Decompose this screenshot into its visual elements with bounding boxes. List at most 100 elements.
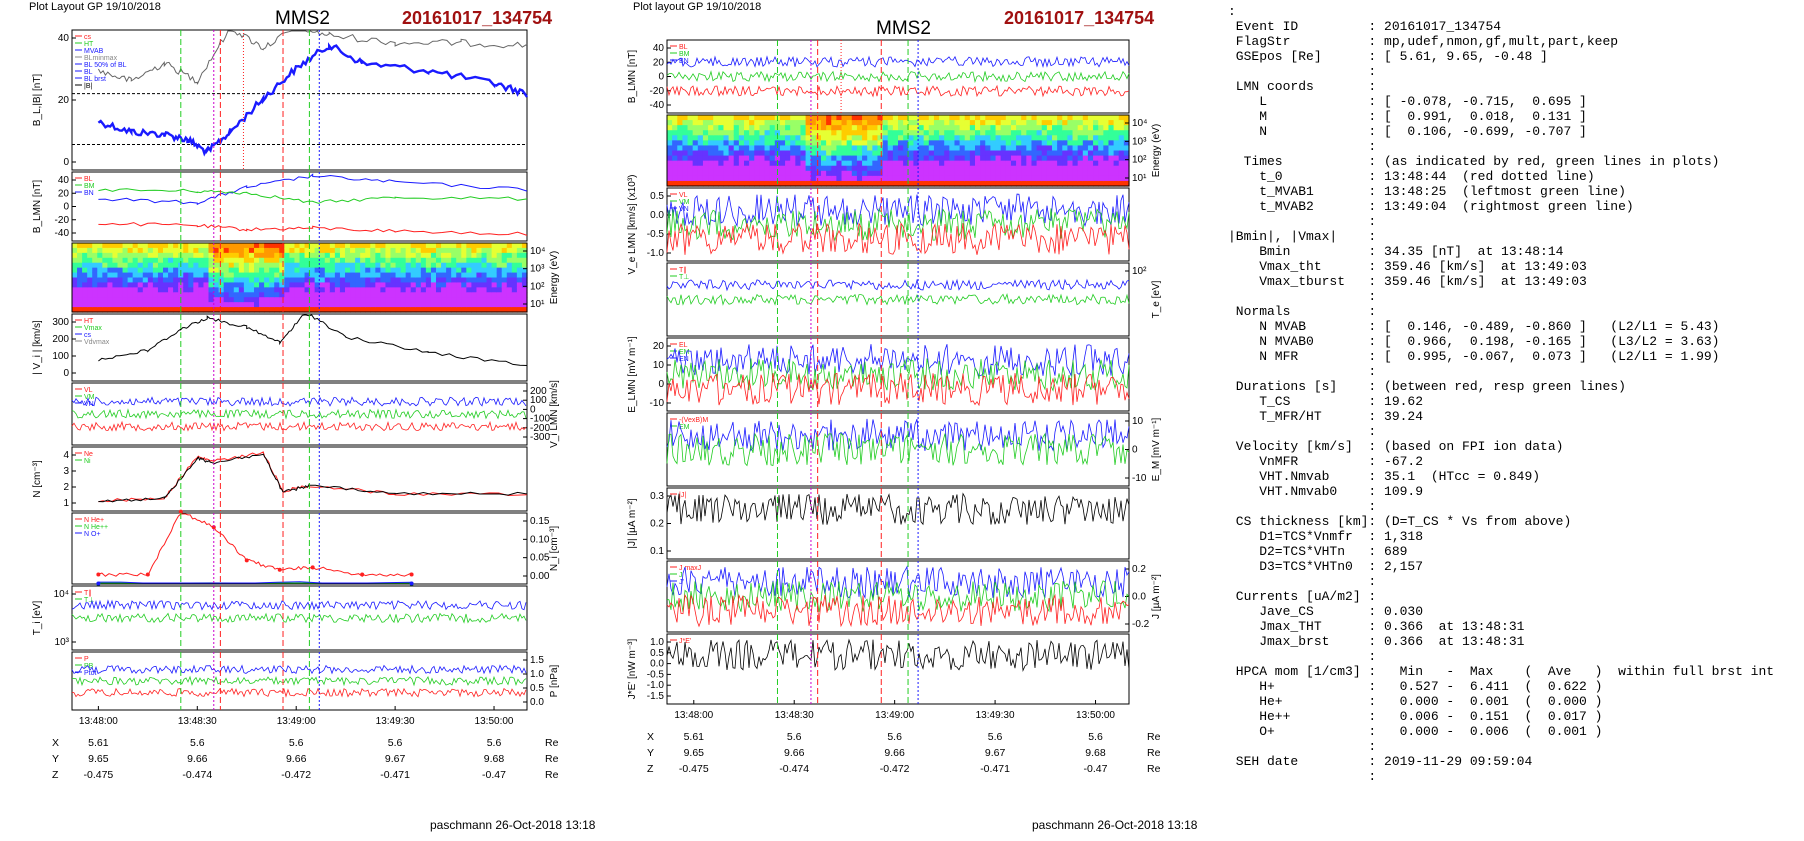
spectrogram-cell [687, 130, 694, 136]
spectrogram-cell [1057, 130, 1063, 136]
spectrogram-cell [1031, 165, 1038, 172]
spectrogram-cell [1108, 125, 1115, 131]
spectrogram-cell [759, 135, 766, 141]
spectrogram-cell [481, 287, 488, 293]
spectrogram-cell [420, 272, 427, 279]
spectrogram-cell [851, 125, 858, 131]
spectrogram-cell [188, 277, 194, 284]
spectrogram-cell [122, 257, 129, 264]
spectrogram-cell [329, 302, 336, 308]
spectrogram-cell [274, 252, 280, 259]
spectrogram-cell [1118, 165, 1125, 172]
spectrogram-cell [785, 160, 791, 167]
spectrogram-cell [198, 247, 205, 254]
spectrogram-cell [990, 140, 997, 147]
spectrogram-cell [117, 297, 124, 303]
spectrogram-cell [319, 257, 326, 264]
spectrogram-cell [728, 130, 735, 136]
spectrogram-cell [1062, 135, 1068, 141]
spectrogram-cell [1087, 135, 1094, 141]
spectrogram-cell [1010, 150, 1017, 157]
spectrogram-cell [677, 170, 683, 177]
spectrogram-cell [672, 180, 678, 187]
spectrogram-cell [420, 287, 427, 293]
spectrogram-cell [995, 150, 1002, 157]
spectrogram-cell [1052, 165, 1058, 172]
spectrogram-cell [193, 257, 199, 264]
spectrogram-cell [841, 140, 848, 147]
spectrogram-cell [446, 292, 452, 298]
spectrogram-cell [511, 272, 518, 279]
spectrogram-cell [898, 155, 904, 162]
spectrogram-cell [708, 165, 714, 172]
spectrogram-cell [964, 155, 971, 162]
spectrogram-cell [851, 180, 858, 187]
spectrogram-cell [964, 145, 971, 152]
spectrogram-cell [1016, 150, 1022, 157]
spectrogram-cell [769, 145, 776, 152]
spectrogram-cell [749, 145, 755, 152]
spectrogram-cell [385, 252, 392, 259]
spectrogram-cell [831, 135, 837, 141]
coord-value: 5.6 [487, 737, 502, 749]
spectrogram-cell [723, 155, 730, 162]
legend-entry: VL [679, 192, 688, 199]
spectrogram-cell [425, 292, 432, 298]
spectrogram-cell [299, 292, 306, 298]
spectrogram-cell [759, 150, 766, 157]
spectrogram-cell [1082, 165, 1089, 172]
spectrogram-cell [183, 302, 189, 308]
spectrogram-cell [163, 262, 169, 269]
spectrogram-cell [168, 247, 174, 254]
spectrogram-cell [1108, 135, 1115, 141]
spectrogram-cell [350, 297, 356, 303]
spectrogram-cell [872, 120, 879, 126]
spectrogram-cell [319, 272, 326, 279]
spectrogram-cell [441, 297, 447, 303]
spectrogram-cell [163, 297, 169, 303]
spectrogram-cell [1021, 175, 1027, 182]
spectrogram-cell [233, 243, 240, 249]
y-tick-label: -300 [530, 432, 550, 443]
series-line [666, 358, 1130, 392]
x-tick-label: 13:48:00 [79, 716, 118, 727]
spectrogram-cell [841, 165, 848, 172]
spectrogram-cell [77, 307, 83, 313]
spectrogram-cell [795, 155, 802, 162]
spectrogram-cell [491, 272, 498, 279]
spectrogram-cell [964, 135, 971, 141]
spectrogram-cell [501, 262, 508, 269]
spectrogram-cell [264, 302, 270, 308]
y-tick-label: 0.00 [530, 571, 550, 582]
spectrogram-cell [687, 135, 694, 141]
spectrogram-cell [944, 160, 950, 167]
spectrogram-cell [1108, 145, 1115, 152]
legend-entry: BL [84, 176, 93, 183]
spectrogram-cell [152, 267, 159, 274]
y-tick-label: -200 [530, 423, 550, 434]
spectrogram-cell [77, 262, 83, 269]
spectrogram-cell [243, 297, 250, 303]
spectrogram-cell [990, 115, 997, 121]
spectrogram-cell [451, 257, 457, 264]
spectrogram-cell [908, 165, 914, 172]
spectrogram-cell [1010, 140, 1017, 147]
spectrogram-cell [749, 120, 755, 126]
spectrogram-cell [284, 292, 290, 298]
spectrogram-cell [370, 257, 376, 264]
spectrogram-cell [178, 282, 184, 288]
spectrogram-cell [810, 160, 817, 167]
spectrogram-cell [708, 175, 714, 182]
data-point [360, 572, 365, 577]
spectrogram-cell [851, 170, 858, 177]
spectrogram-cell [985, 130, 991, 136]
spectrogram-cell [152, 297, 159, 303]
spectrogram-cell [913, 130, 920, 136]
spectrogram-cell [923, 170, 930, 177]
spectrogram-cell [1031, 125, 1038, 131]
spectrogram-cell [990, 180, 997, 187]
spectrogram-cell [769, 115, 776, 121]
spectrogram-cell [511, 277, 518, 284]
spectrogram-cell [908, 175, 914, 182]
legend-entry: T⊥ [84, 597, 94, 604]
